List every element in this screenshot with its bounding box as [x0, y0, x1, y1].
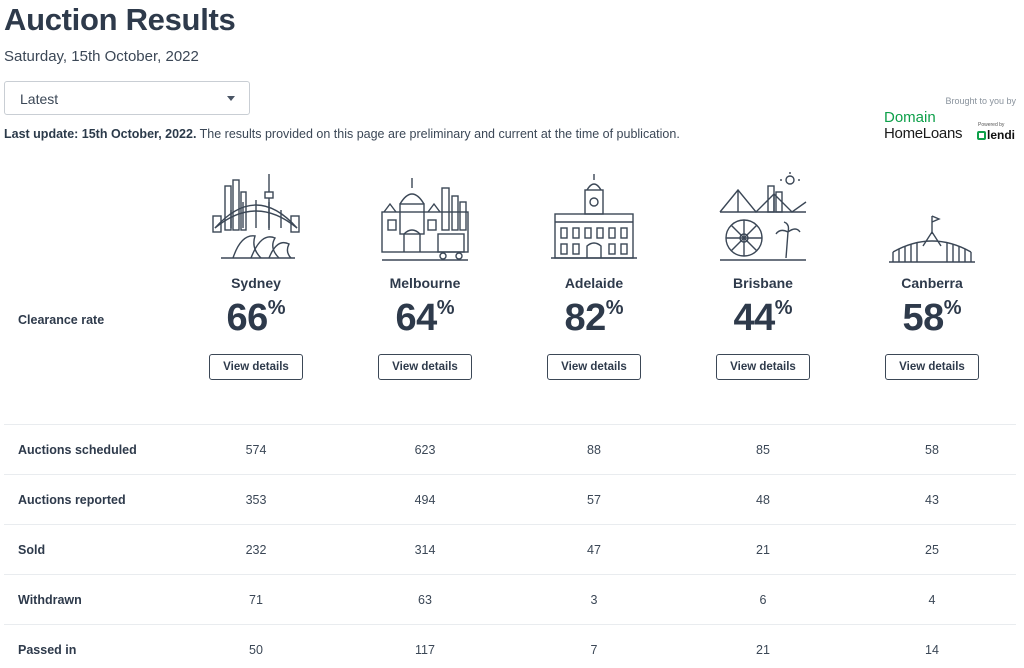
- table-row: Auctions reported 353 494 57 48 43: [4, 474, 1016, 524]
- clearance-rate-value: 58%: [902, 297, 962, 339]
- clearance-rate-value: 44%: [733, 297, 793, 339]
- table-cell: 574: [245, 443, 267, 457]
- brisbane-skyline-icon: [719, 172, 807, 261]
- view-details-sydney-button[interactable]: View details: [209, 354, 303, 380]
- city-name: Canberra: [901, 275, 963, 291]
- city-column-adelaide: Adelaide 82% View details: [509, 172, 679, 380]
- row-label: Auctions reported: [18, 493, 126, 507]
- city-column-brisbane: Brisbane 44% View details: [678, 172, 848, 380]
- table-cell: 314: [414, 543, 436, 557]
- results-date: Saturday, 15th October, 2022: [4, 48, 199, 65]
- table-cell: 43: [925, 493, 939, 507]
- row-label: Sold: [18, 543, 46, 557]
- table-row: Withdrawn 71 63 3 6 4: [4, 574, 1016, 624]
- table-cell: 14: [925, 643, 939, 657]
- logo-powered-by: Powered by: [978, 122, 1005, 128]
- table-cell: 232: [245, 543, 267, 557]
- table-cell: 21: [756, 543, 770, 557]
- last-update-notice: Last update: 15th October, 2022. The res…: [4, 127, 680, 141]
- lendi-logo: lendi: [977, 128, 1015, 142]
- clearance-rate-label: Clearance rate: [18, 313, 105, 327]
- city-name: Adelaide: [564, 275, 624, 291]
- city-column-melbourne: Melbourne 64% View details: [340, 172, 510, 380]
- last-update-text: The results provided on this page are pr…: [196, 127, 680, 141]
- table-cell: 117: [415, 643, 435, 657]
- melbourne-skyline-icon: [381, 178, 469, 261]
- clearance-rate-value: 82%: [564, 297, 624, 339]
- city-name: Sydney: [231, 275, 281, 291]
- domain-home-loans-logo[interactable]: Domain HomeLoans Powered by lendi: [884, 110, 1020, 144]
- lendi-wordmark: lendi: [987, 128, 1016, 142]
- logo-line-1: Domain: [884, 109, 936, 126]
- table-cell: 63: [418, 593, 432, 607]
- city-name: Brisbane: [733, 275, 793, 291]
- city-name: Melbourne: [389, 275, 461, 291]
- table-cell: 50: [249, 643, 263, 657]
- row-label: Passed in: [18, 643, 77, 657]
- table-row: Passed in 50 117 7 21 14: [4, 624, 1016, 668]
- table-cell: 25: [925, 543, 939, 557]
- table-cell: 88: [587, 443, 601, 457]
- table-cell: 3: [590, 593, 598, 607]
- sydney-skyline-icon: [212, 174, 300, 259]
- table-cell: 21: [756, 643, 770, 657]
- row-label: Auctions scheduled: [18, 443, 137, 457]
- canberra-parliament-icon: [889, 215, 975, 263]
- clearance-rate-value: 66%: [226, 297, 286, 339]
- table-cell: 47: [587, 543, 601, 557]
- last-update-date: Last update: 15th October, 2022.: [4, 127, 197, 141]
- auction-stats-table: Auctions scheduled 574 623 88 85 58 Auct…: [4, 424, 1016, 668]
- city-column-canberra: Canberra 58% View details: [847, 172, 1017, 380]
- view-details-brisbane-button[interactable]: View details: [716, 354, 810, 380]
- table-row: Sold 232 314 47 21 25: [4, 524, 1016, 574]
- page-title: Auction Results: [4, 2, 236, 37]
- table-cell: 4: [928, 593, 936, 607]
- table-cell: 57: [587, 493, 601, 507]
- table-cell: 353: [245, 493, 267, 507]
- table-cell: 6: [759, 593, 767, 607]
- table-cell: 7: [590, 643, 598, 657]
- logo-line-2: HomeLoans: [884, 125, 963, 142]
- table-cell: 58: [925, 443, 939, 457]
- table-cell: 494: [414, 493, 436, 507]
- table-cell: 48: [756, 493, 770, 507]
- table-cell: 85: [756, 443, 770, 457]
- view-details-melbourne-button[interactable]: View details: [378, 354, 472, 380]
- row-label: Withdrawn: [18, 593, 82, 607]
- city-column-sydney: Sydney 66% View details: [171, 172, 341, 380]
- table-row: Auctions scheduled 574 623 88 85 58: [4, 424, 1016, 474]
- lendi-mark-icon: [977, 131, 986, 140]
- view-details-canberra-button[interactable]: View details: [885, 354, 979, 380]
- adelaide-town-hall-icon: [551, 174, 637, 259]
- clearance-rate-value: 64%: [395, 297, 455, 339]
- table-cell: 623: [414, 443, 436, 457]
- results-period-value: Latest: [20, 91, 59, 107]
- table-cell: 71: [249, 593, 263, 607]
- view-details-adelaide-button[interactable]: View details: [547, 354, 641, 380]
- sponsor-caption: Brought to you by: [945, 96, 1016, 106]
- results-period-select[interactable]: Latest: [4, 81, 250, 115]
- chevron-down-icon: [227, 96, 235, 101]
